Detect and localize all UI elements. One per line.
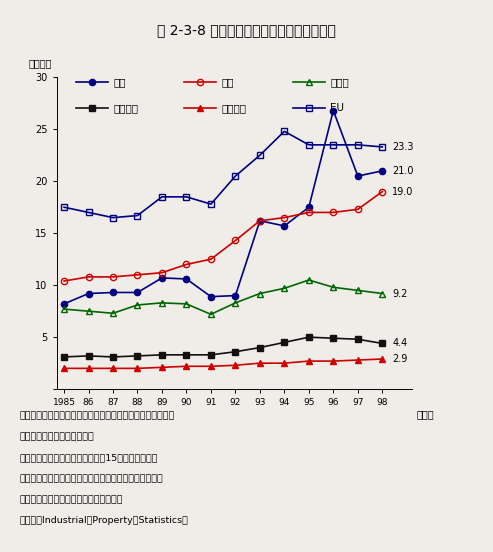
Text: （万件）: （万件） <box>28 58 52 68</box>
Text: 注）１．特許権利者の国籍別に対自国及び対外国に登録がな: 注）１．特許権利者の国籍別に対自国及び対外国に登録がな <box>20 411 175 420</box>
Text: イギリス: イギリス <box>222 103 247 114</box>
Text: 21.0: 21.0 <box>392 166 414 176</box>
Text: 世界知的所有権機関（ＷＩＰＯ）: 世界知的所有権機関（ＷＩＰＯ） <box>20 495 123 504</box>
Text: 19.0: 19.0 <box>392 187 414 197</box>
Text: ドイツ: ドイツ <box>330 77 349 87</box>
Text: ２．ＥＵの数値は現在の加盟15か国の合計値。: ２．ＥＵの数値は現在の加盟15か国の合計値。 <box>20 453 158 462</box>
Text: 4.4: 4.4 <box>392 338 407 348</box>
Text: 日本: 日本 <box>113 77 126 87</box>
Text: 資料：特許庁「特許庁年報」、「特許行政年次報告書」: 資料：特許庁「特許庁年報」、「特許行政年次報告書」 <box>20 474 164 483</box>
Text: 2.9: 2.9 <box>392 354 407 364</box>
Text: 第 2-3-8 図　主要国の特許登録件数の推移: 第 2-3-8 図 主要国の特許登録件数の推移 <box>157 23 336 38</box>
Text: （年）: （年） <box>417 410 435 420</box>
Text: 米国: 米国 <box>222 77 234 87</box>
Text: 9.2: 9.2 <box>392 289 407 299</box>
Text: フランス: フランス <box>113 103 139 114</box>
Text: 「Industrial　Property　Statistics」: 「Industrial Property Statistics」 <box>20 516 189 525</box>
Text: された件数の合計値。: された件数の合計値。 <box>20 432 95 441</box>
Text: 23.3: 23.3 <box>392 142 414 152</box>
Text: EU: EU <box>330 103 344 114</box>
